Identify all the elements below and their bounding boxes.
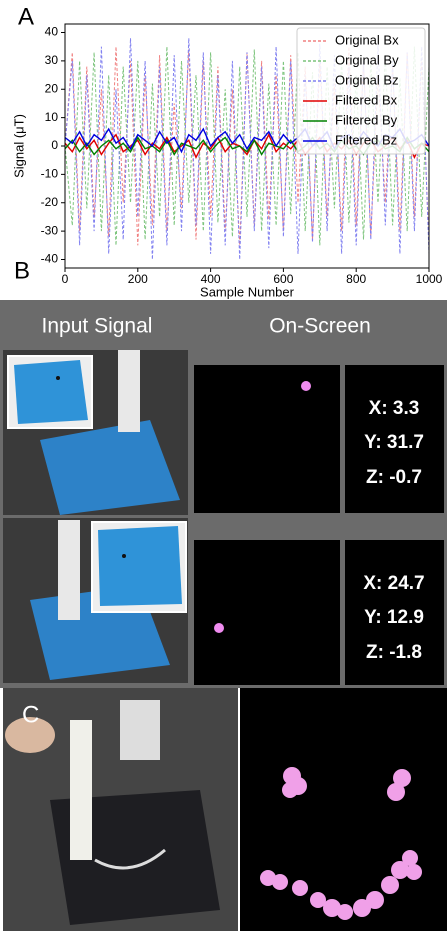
y-tick-label: 30 — [45, 53, 59, 67]
readout: Y: 31.7 — [364, 432, 424, 453]
legend-label: Filtered Bx — [335, 92, 398, 107]
readout: X: 24.7 — [363, 573, 424, 594]
x-tick-label: 800 — [346, 272, 366, 286]
legend-label: Original By — [335, 52, 399, 67]
legend-label: Original Bx — [335, 32, 399, 47]
photo — [3, 518, 188, 683]
column-header: On-Screen — [269, 315, 371, 338]
readout: X: 3.3 — [369, 398, 420, 419]
y-tick-label: 20 — [45, 81, 59, 95]
y-tick-label: 40 — [45, 25, 59, 39]
panel-label: A — [18, 3, 34, 30]
legend-label: Filtered Bz — [335, 132, 397, 147]
screen — [194, 365, 340, 513]
legend-label: Filtered By — [335, 112, 398, 127]
y-tick-label: -30 — [41, 223, 59, 237]
readout: Z: -0.7 — [366, 467, 422, 488]
x-tick-label: 1000 — [416, 272, 443, 286]
legend-label: Original Bz — [335, 72, 399, 87]
column-header: Input Signal — [42, 315, 153, 338]
y-tick-label: -20 — [41, 195, 59, 209]
panel-label: C — [22, 701, 39, 728]
photo — [3, 350, 188, 515]
x-tick-label: 200 — [128, 272, 148, 286]
y-tick-label: 10 — [45, 110, 59, 124]
cursor-dot — [214, 623, 224, 633]
y-tick-label: -10 — [41, 167, 59, 181]
readout: Z: -1.8 — [366, 642, 422, 663]
panel-label: B — [14, 257, 30, 284]
y-tick-label: 0 — [51, 138, 58, 152]
y-axis-label: Signal (μT) — [11, 114, 26, 178]
y-tick-label: -40 — [41, 252, 59, 266]
readout: Y: 12.9 — [364, 607, 424, 628]
screen — [194, 540, 340, 685]
cursor-dot — [301, 381, 311, 391]
x-axis-label: Sample Number — [200, 284, 295, 299]
figure: A-40-30-20-1001020304002004006008001000S… — [0, 0, 447, 931]
x-tick-label: 0 — [62, 272, 69, 286]
screen — [240, 688, 447, 931]
